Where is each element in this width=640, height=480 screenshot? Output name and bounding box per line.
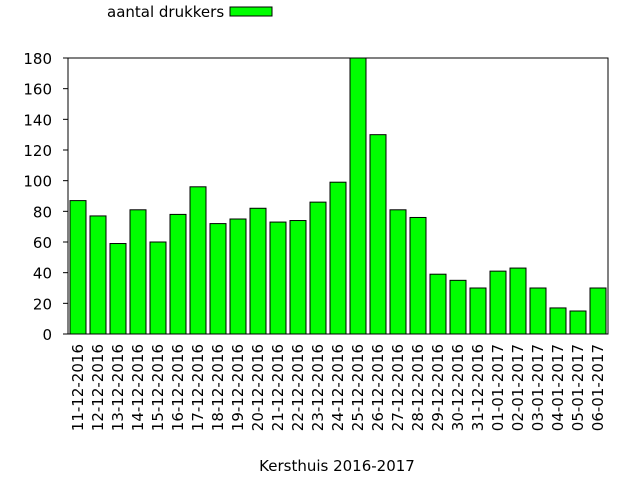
- x-tick-label: 01-01-2017: [489, 344, 507, 431]
- x-tick-label: 11-12-2016: [69, 344, 87, 431]
- y-tick-label: 180: [23, 50, 52, 68]
- x-tick-label: 04-01-2017: [549, 344, 567, 431]
- x-tick-label: 19-12-2016: [229, 344, 247, 431]
- x-tick-label: 06-01-2017: [589, 344, 607, 431]
- y-tick-label: 140: [23, 111, 52, 129]
- bar: [589, 287, 607, 335]
- bar: [529, 287, 547, 335]
- x-tick-label: 26-12-2016: [369, 344, 387, 431]
- bar: [469, 287, 487, 335]
- x-tick-label: 03-01-2017: [529, 344, 547, 431]
- y-tick-label: 20: [33, 295, 52, 313]
- x-tick-label: 25-12-2016: [349, 344, 367, 431]
- bar: [229, 218, 247, 335]
- legend: aantal drukkers: [107, 3, 273, 21]
- bar: [449, 279, 467, 335]
- plot-frame: [67, 57, 609, 335]
- bar: [149, 241, 167, 335]
- bar: [309, 201, 327, 335]
- bar: [209, 223, 227, 335]
- y-tick-label: 100: [23, 173, 52, 191]
- bar: [69, 200, 87, 335]
- bar: [429, 273, 447, 335]
- bar: [89, 215, 107, 335]
- bar: [189, 186, 207, 335]
- y-tick-label: 60: [33, 234, 52, 252]
- bar: [129, 209, 147, 335]
- bar: [329, 181, 347, 335]
- x-tick-label: 21-12-2016: [269, 344, 287, 431]
- x-tick-label: 13-12-2016: [109, 344, 127, 431]
- y-tick-label: 0: [42, 326, 52, 344]
- y-tick-label: 120: [23, 142, 52, 160]
- x-tick-label: 18-12-2016: [209, 344, 227, 431]
- x-tick-label: 24-12-2016: [329, 344, 347, 431]
- bar: [369, 134, 387, 335]
- bar: [109, 243, 127, 335]
- legend-label: aantal drukkers: [107, 3, 224, 21]
- x-tick-label: 05-01-2017: [569, 344, 587, 431]
- x-tick-label: 22-12-2016: [289, 344, 307, 431]
- legend-swatch: [229, 6, 273, 17]
- bar: [289, 220, 307, 335]
- bar: [349, 57, 367, 335]
- x-tick-label: 30-12-2016: [449, 344, 467, 431]
- bar: [489, 270, 507, 335]
- y-tick-label: 160: [23, 81, 52, 99]
- bar: [249, 207, 267, 335]
- bar: [569, 310, 587, 335]
- x-tick-label: 14-12-2016: [129, 344, 147, 431]
- x-axis-label: Kersthuis 2016-2017: [259, 457, 415, 475]
- x-tick-label: 27-12-2016: [389, 344, 407, 431]
- x-tick-label: 12-12-2016: [89, 344, 107, 431]
- bar: [409, 216, 427, 335]
- y-axis: 0 20 40 60 80 100 120 140 160 180: [23, 50, 68, 344]
- x-tick-label: 16-12-2016: [169, 344, 187, 431]
- bar: [509, 267, 527, 335]
- y-tick-label: 40: [33, 265, 52, 283]
- x-tick-label: 28-12-2016: [409, 344, 427, 431]
- bar: [169, 213, 187, 335]
- y-tick-label: 80: [33, 203, 52, 221]
- bar: [389, 209, 407, 335]
- x-axis: 11-12-2016 12-12-2016 13-12-2016 14-12-2016…: [69, 344, 607, 431]
- bars: [69, 57, 607, 335]
- x-tick-label: 02-01-2017: [509, 344, 527, 431]
- bar: [549, 307, 567, 335]
- bar: [269, 221, 287, 335]
- x-tick-label: 29-12-2016: [429, 344, 447, 431]
- x-tick-label: 20-12-2016: [249, 344, 267, 431]
- x-tick-label: 31-12-2016: [469, 344, 487, 431]
- x-tick-label: 15-12-2016: [149, 344, 167, 431]
- x-tick-label: 23-12-2016: [309, 344, 327, 431]
- x-tick-label: 17-12-2016: [189, 344, 207, 431]
